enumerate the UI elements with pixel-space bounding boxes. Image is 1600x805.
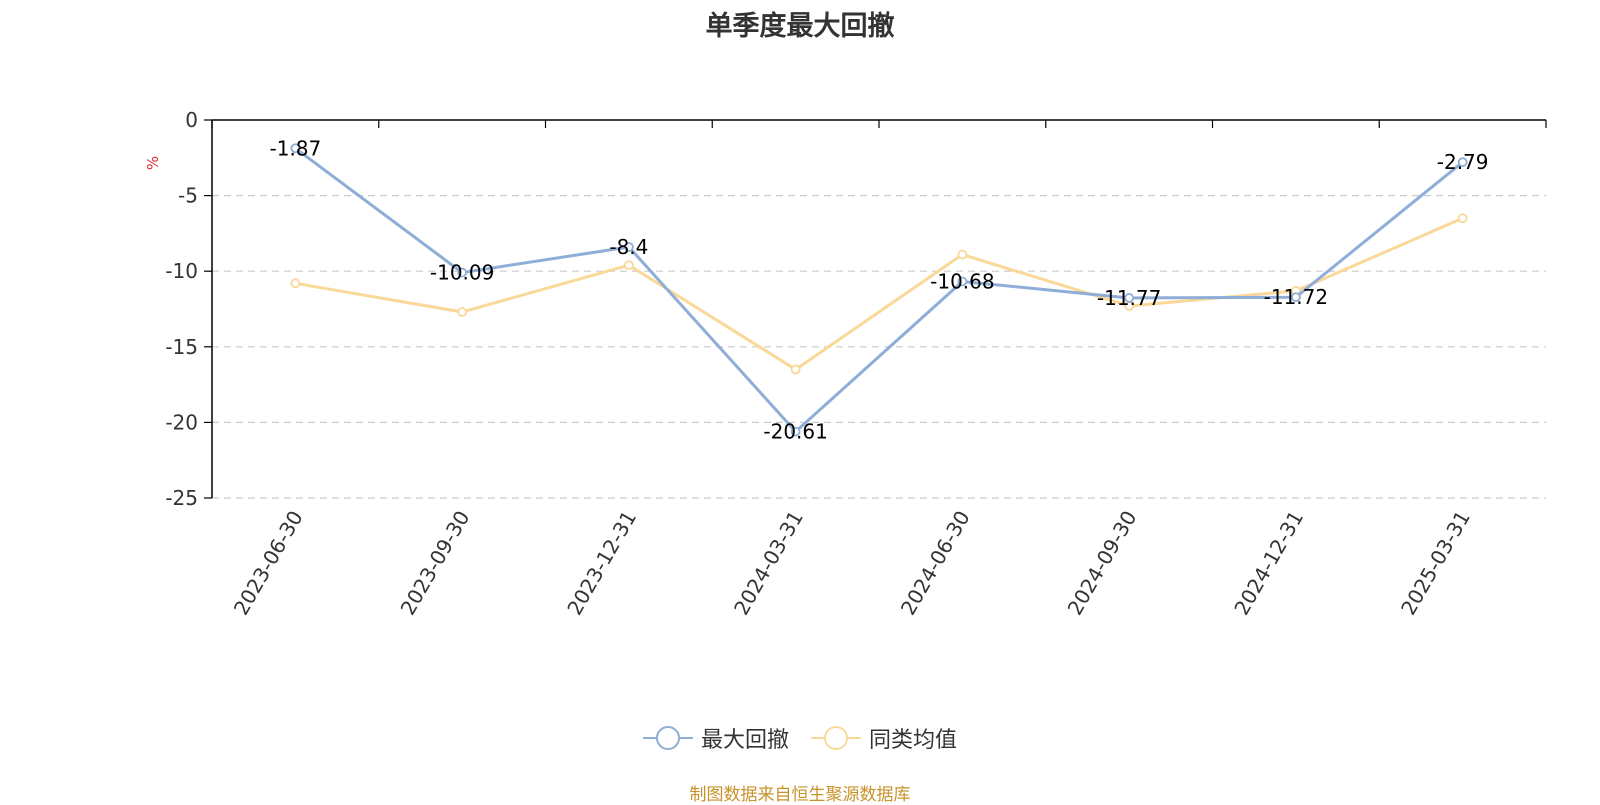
series-lines <box>290 143 1468 437</box>
data-point[interactable] <box>957 249 968 260</box>
legend-label: 最大回撤 <box>700 728 789 753</box>
x-tick-label: 2024-09-30 <box>1063 507 1142 620</box>
data-point[interactable] <box>290 278 301 289</box>
x-tick-label: 2024-03-31 <box>729 507 808 620</box>
data-point[interactable] <box>1457 213 1468 224</box>
data-point[interactable] <box>1124 293 1135 303</box>
y-tick-label: -5 <box>178 184 198 208</box>
data-label: -1.87 <box>270 136 322 160</box>
data-label: -10.09 <box>430 261 494 285</box>
legend-item[interactable]: 最大回撤 <box>642 722 789 754</box>
x-tick-label: 2023-09-30 <box>396 507 475 620</box>
chart-title: 单季度最大回撤 <box>705 11 895 42</box>
data-point[interactable] <box>457 267 468 278</box>
y-tick-label: -20 <box>165 410 198 434</box>
grid-lines <box>212 195 1546 499</box>
legend-item[interactable]: 同类均值 <box>811 722 957 754</box>
data-point[interactable] <box>457 307 468 317</box>
series-line <box>294 147 1464 434</box>
data-point[interactable] <box>1290 292 1301 303</box>
legend: 最大回撤 同类均值 <box>0 722 1600 754</box>
data-point[interactable] <box>957 276 968 287</box>
data-label: -11.77 <box>1097 286 1161 310</box>
x-tick-label: 2023-12-31 <box>562 507 641 620</box>
data-point[interactable] <box>790 364 801 375</box>
x-tick-label: 2024-12-31 <box>1229 507 1308 620</box>
y-tick-label: 0 <box>185 108 198 132</box>
data-label: -10.68 <box>930 269 994 293</box>
data-label: -8.4 <box>609 235 648 259</box>
y-tick-label: -10 <box>165 259 198 283</box>
axes: 0 -5 -10 -15 -20 -25 2023-06-30 2023-09-30 2023-… <box>165 108 1547 620</box>
y-tick-label: -15 <box>165 335 198 359</box>
data-labels: -1.87 -10.09 -8.4 -20.61 -10.68 -11.77 -11.72 -… <box>270 136 1489 443</box>
data-label: -20.61 <box>763 420 827 444</box>
data-label: -11.72 <box>1264 285 1328 309</box>
data-point[interactable] <box>623 260 634 271</box>
legend-marker-icon <box>811 726 861 750</box>
data-label: -2.79 <box>1437 150 1489 174</box>
data-point[interactable] <box>1457 157 1468 168</box>
x-tick-label: 2025-03-31 <box>1396 507 1475 620</box>
data-point[interactable] <box>623 242 634 252</box>
legend-label: 同类均值 <box>869 728 958 753</box>
y-axis-unit-label: % <box>144 156 162 170</box>
data-point[interactable] <box>290 143 301 154</box>
series-line <box>295 216 1464 371</box>
source-note: 制图数据来自恒生聚源数据库 <box>689 785 911 805</box>
x-tick-label: 2023-06-30 <box>229 507 308 620</box>
legend-marker-icon <box>642 726 693 750</box>
x-tick-label: 2024-06-30 <box>896 507 975 620</box>
data-point[interactable] <box>790 426 801 437</box>
y-tick-label: -25 <box>165 486 198 510</box>
